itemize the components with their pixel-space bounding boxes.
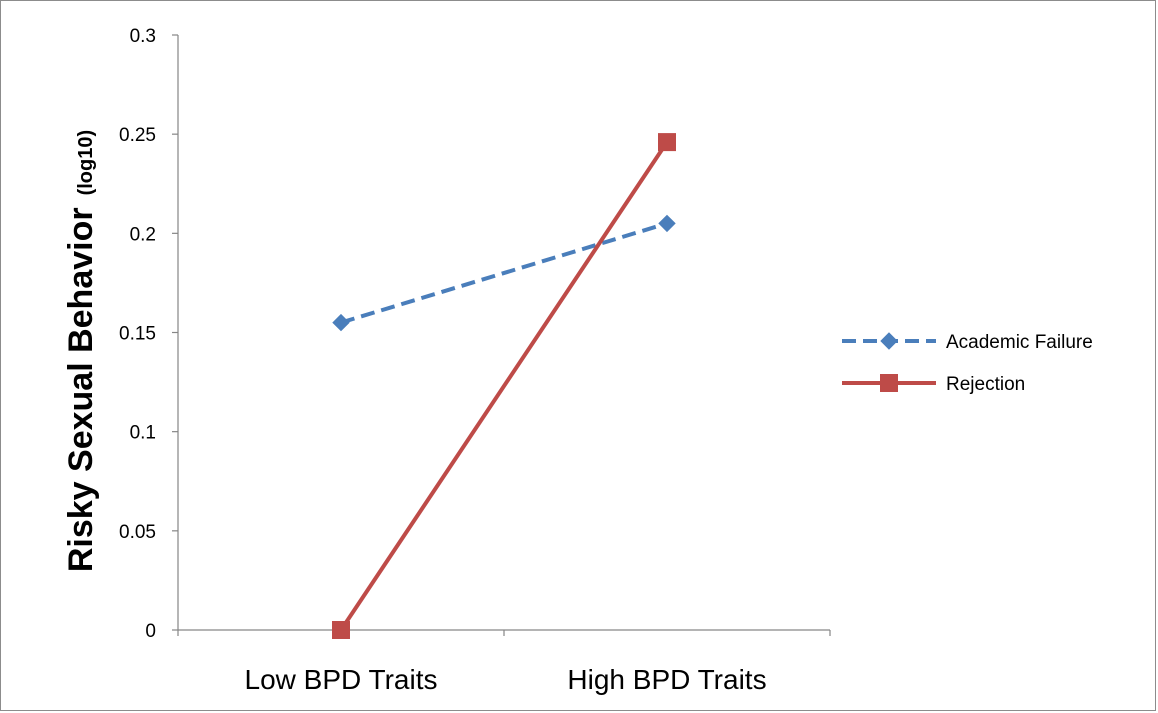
series-line-rejection <box>339 140 669 632</box>
y-ticks: 0 0.05 0.1 0.15 0.2 0.25 0.3 <box>119 26 178 642</box>
y-tick-label: 0 <box>145 621 156 642</box>
y-axis-label: Risky Sexual Behavior (log10) <box>62 130 100 572</box>
y-axis-label-unit: (log10) <box>75 130 97 196</box>
y-tick-label: 0.2 <box>130 224 156 245</box>
data-point-academic-failure <box>658 214 676 233</box>
legend-item-academic-failure: Academic Failure <box>842 332 1093 353</box>
data-point-rejection <box>332 621 350 639</box>
x-category-label: Low BPD Traits <box>245 664 438 695</box>
legend-label: Academic Failure <box>946 332 1093 353</box>
legend-swatch-marker <box>880 374 898 392</box>
data-point-academic-failure <box>332 313 350 332</box>
series-rejection <box>332 133 676 639</box>
legend-swatch-marker <box>880 332 898 350</box>
y-tick-label: 0.05 <box>119 522 156 543</box>
data-point-rejection <box>658 133 676 152</box>
series-line-academic-failure <box>340 221 668 325</box>
y-tick-label: 0.15 <box>119 324 156 345</box>
series-academic-failure <box>332 214 676 332</box>
series-layer <box>332 133 676 639</box>
y-tick-label: 0.1 <box>130 423 156 444</box>
axes <box>177 35 830 631</box>
y-tick-label: 0.3 <box>130 26 156 47</box>
x-category-label: High BPD Traits <box>567 664 766 695</box>
y-axis-label-main: Risky Sexual Behavior <box>62 207 100 572</box>
y-tick-label: 0.25 <box>119 125 156 146</box>
legend-label: Rejection <box>946 374 1025 395</box>
legend: Academic Failure Rejection <box>842 332 1093 395</box>
legend-item-rejection: Rejection <box>842 374 1025 395</box>
x-ticks: Low BPD Traits High BPD Traits <box>177 630 831 695</box>
